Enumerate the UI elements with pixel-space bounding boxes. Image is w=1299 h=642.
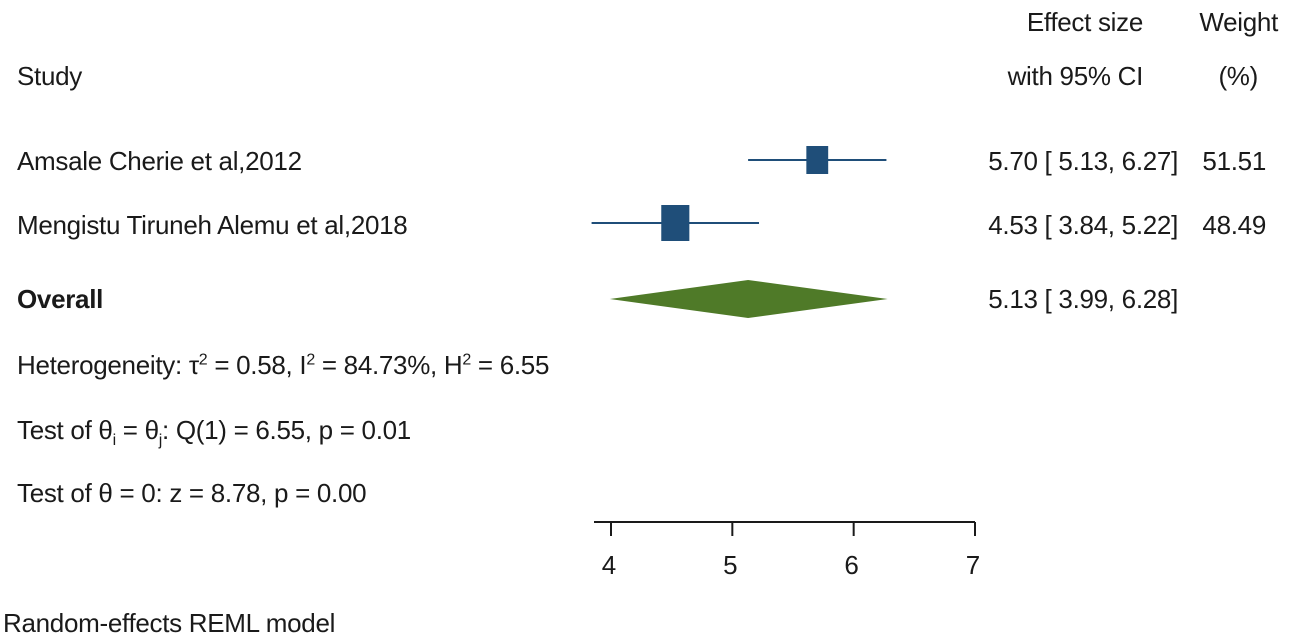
heterogeneity-stats: Heterogeneity: τ2 = 0.58, I2 = 84.73%, H… xyxy=(17,350,550,380)
overall-label: Overall xyxy=(17,284,104,314)
overall-ci: 5.13 [ 3.99, 6.28] xyxy=(988,284,1178,314)
x-tick-label-7: 7 xyxy=(966,550,980,580)
x-tick-label-5: 5 xyxy=(723,550,737,580)
overall-diamond xyxy=(609,280,888,318)
homogeneity-test: Test of θi = θj: Q(1) = 6.55, p = 0.01 xyxy=(17,415,411,450)
study-label-1: Amsale Cherie et al,2012 xyxy=(17,146,302,176)
study-label-2: Mengistu Tiruneh Alemu et al,2018 xyxy=(17,210,408,240)
study-ci-1: 5.70 [ 5.13, 6.27] xyxy=(988,146,1178,176)
study-column-header: Study xyxy=(17,61,82,91)
study-effect-box-2 xyxy=(661,205,690,241)
study-ci-2: 4.53 [ 3.84, 5.22] xyxy=(988,210,1178,240)
overall-effect-test: Test of θ = 0: z = 8.78, p = 0.00 xyxy=(17,478,367,508)
effect-size-header-line1: Effect size xyxy=(1026,7,1143,37)
x-tick-label-4: 4 xyxy=(602,550,616,580)
study-weight-1: 51.51 xyxy=(1202,146,1266,176)
weight-header-line2: (%) xyxy=(1218,61,1258,91)
model-footnote: Random-effects REML model xyxy=(3,608,336,638)
study-weight-2: 48.49 xyxy=(1202,210,1266,240)
study-effect-box-1 xyxy=(806,146,829,174)
weight-header-line1: Weight xyxy=(1199,7,1278,37)
effect-size-header-line2: with 95% CI xyxy=(1007,61,1144,91)
x-tick-label-6: 6 xyxy=(844,550,858,580)
